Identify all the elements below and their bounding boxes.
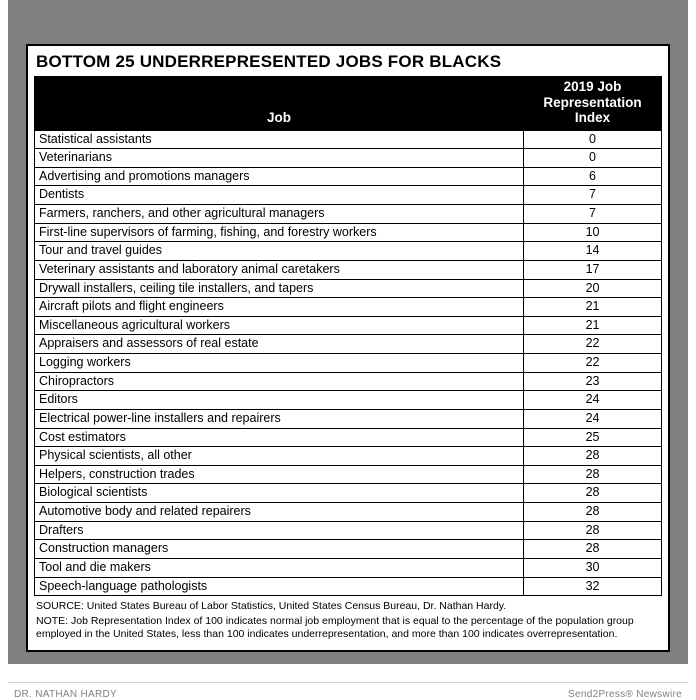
jobs-table: Job 2019 Job Representation Index Statis…: [34, 76, 662, 596]
cell-index: 28: [524, 447, 662, 466]
table-row: Automotive body and related repairers28: [35, 503, 662, 522]
table-row: Aircraft pilots and flight engineers21: [35, 298, 662, 317]
cell-job: Construction managers: [35, 540, 524, 559]
table-row: Statistical assistants0: [35, 130, 662, 149]
table-row: Drafters28: [35, 521, 662, 540]
table-row: Physical scientists, all other28: [35, 447, 662, 466]
cell-job: Physical scientists, all other: [35, 447, 524, 466]
cell-job: Drywall installers, ceiling tile install…: [35, 279, 524, 298]
cell-index: 14: [524, 242, 662, 261]
table-row: Biological scientists28: [35, 484, 662, 503]
cell-index: 17: [524, 260, 662, 279]
cell-job: Electrical power-line installers and rep…: [35, 409, 524, 428]
table-row: Speech-language pathologists32: [35, 577, 662, 596]
decorative-top-bar: [8, 0, 688, 20]
note-line: NOTE: Job Representation Index of 100 in…: [34, 615, 662, 643]
cell-index: 28: [524, 521, 662, 540]
table-row: Advertising and promotions managers6: [35, 167, 662, 186]
cell-index: 20: [524, 279, 662, 298]
page-root: BOTTOM 25 UNDERREPRESENTED JOBS FOR BLAC…: [0, 0, 696, 696]
table-row: Veterinarians0: [35, 149, 662, 168]
cell-job: Tour and travel guides: [35, 242, 524, 261]
col-header-job: Job: [35, 77, 524, 131]
cell-job: Aircraft pilots and flight engineers: [35, 298, 524, 317]
table-sheet: BOTTOM 25 UNDERREPRESENTED JOBS FOR BLAC…: [26, 44, 670, 652]
cell-index: 21: [524, 316, 662, 335]
cell-job: Miscellaneous agricultural workers: [35, 316, 524, 335]
cell-job: Speech-language pathologists: [35, 577, 524, 596]
cell-job: Drafters: [35, 521, 524, 540]
cell-index: 28: [524, 503, 662, 522]
cell-job: Veterinarians: [35, 149, 524, 168]
cell-index: 32: [524, 577, 662, 596]
col-header-index: 2019 Job Representation Index: [524, 77, 662, 131]
table-row: Veterinary assistants and laboratory ani…: [35, 260, 662, 279]
cell-index: 25: [524, 428, 662, 447]
cell-job: Appraisers and assessors of real estate: [35, 335, 524, 354]
table-body: Statistical assistants0 Veterinarians0 A…: [35, 130, 662, 596]
cell-index: 24: [524, 391, 662, 410]
cell-index: 7: [524, 186, 662, 205]
cell-index: 28: [524, 465, 662, 484]
cell-job: Advertising and promotions managers: [35, 167, 524, 186]
cell-job: Automotive body and related repairers: [35, 503, 524, 522]
attribution-footer: DR. NATHAN HARDY Send2Press® Newswire: [8, 682, 688, 700]
table-row: Editors24: [35, 391, 662, 410]
table-row: Miscellaneous agricultural workers21: [35, 316, 662, 335]
table-title: BOTTOM 25 UNDERREPRESENTED JOBS FOR BLAC…: [34, 50, 662, 76]
source-line: SOURCE: United States Bureau of Labor St…: [34, 596, 662, 615]
table-row: Construction managers28: [35, 540, 662, 559]
table-row: Drywall installers, ceiling tile install…: [35, 279, 662, 298]
cell-index: 28: [524, 540, 662, 559]
cell-index: 21: [524, 298, 662, 317]
cell-index: 0: [524, 130, 662, 149]
cell-job: Chiropractors: [35, 372, 524, 391]
cell-index: 23: [524, 372, 662, 391]
gray-panel: BOTTOM 25 UNDERREPRESENTED JOBS FOR BLAC…: [8, 20, 688, 664]
table-row: Appraisers and assessors of real estate2…: [35, 335, 662, 354]
cell-index: 28: [524, 484, 662, 503]
table-header-row: Job 2019 Job Representation Index: [35, 77, 662, 131]
cell-index: 24: [524, 409, 662, 428]
cell-index: 22: [524, 335, 662, 354]
cell-job: Helpers, construction trades: [35, 465, 524, 484]
cell-index: 7: [524, 205, 662, 224]
footer-right: Send2Press® Newswire: [568, 689, 682, 700]
table-row: Farmers, ranchers, and other agricultura…: [35, 205, 662, 224]
table-row: Dentists7: [35, 186, 662, 205]
cell-index: 30: [524, 558, 662, 577]
cell-job: Statistical assistants: [35, 130, 524, 149]
cell-job: Biological scientists: [35, 484, 524, 503]
cell-job: First-line supervisors of farming, fishi…: [35, 223, 524, 242]
footer-left: DR. NATHAN HARDY: [14, 689, 117, 700]
cell-index: 22: [524, 354, 662, 373]
cell-job: Editors: [35, 391, 524, 410]
table-row: Tour and travel guides14: [35, 242, 662, 261]
cell-index: 0: [524, 149, 662, 168]
table-row: First-line supervisors of farming, fishi…: [35, 223, 662, 242]
cell-job: Tool and die makers: [35, 558, 524, 577]
table-row: Chiropractors23: [35, 372, 662, 391]
cell-index: 6: [524, 167, 662, 186]
cell-job: Farmers, ranchers, and other agricultura…: [35, 205, 524, 224]
table-row: Cost estimators25: [35, 428, 662, 447]
table-row: Tool and die makers30: [35, 558, 662, 577]
cell-job: Dentists: [35, 186, 524, 205]
cell-job: Logging workers: [35, 354, 524, 373]
cell-job: Cost estimators: [35, 428, 524, 447]
cell-index: 10: [524, 223, 662, 242]
table-row: Logging workers22: [35, 354, 662, 373]
table-row: Helpers, construction trades28: [35, 465, 662, 484]
cell-job: Veterinary assistants and laboratory ani…: [35, 260, 524, 279]
table-row: Electrical power-line installers and rep…: [35, 409, 662, 428]
